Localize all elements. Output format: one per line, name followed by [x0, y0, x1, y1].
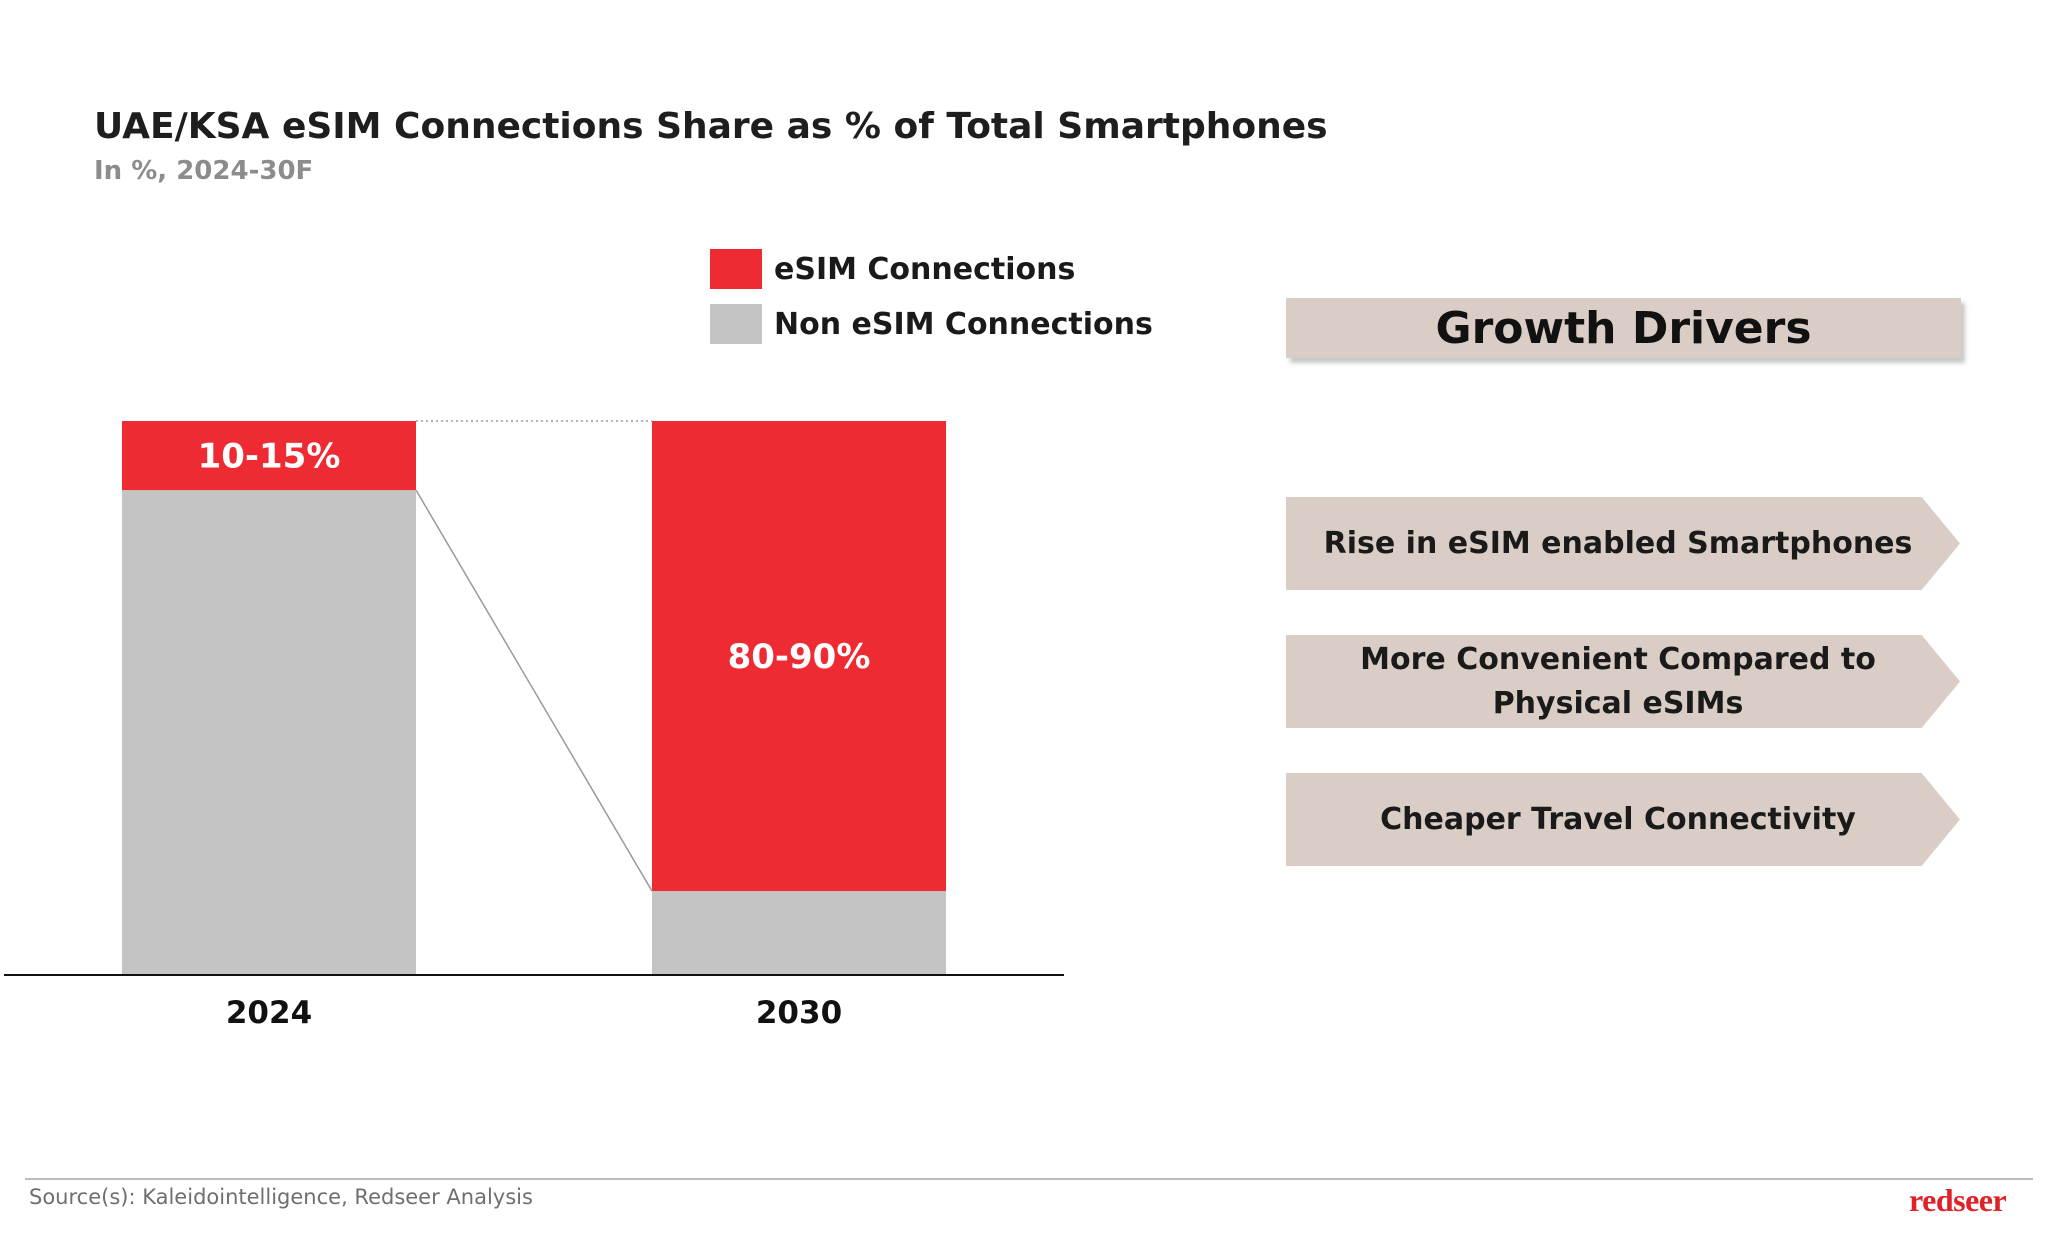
data-label-esim-2030: 80-90%: [728, 637, 871, 677]
legend-swatch-esim: [710, 249, 762, 289]
chart-title: UAE/KSA eSIM Connections Share as % of T…: [94, 106, 1328, 147]
source-note: Source(s): Kaleidointelligence, Redseer …: [29, 1185, 533, 1209]
x-tick-label-2030: 2030: [756, 995, 842, 1031]
driver-arrow-shape: [1286, 635, 1960, 728]
driver-arrow-shape: [1286, 773, 1960, 866]
data-label-esim-2024: 10-15%: [198, 437, 341, 477]
legend-item-non-esim: Non eSIM Connections: [710, 304, 1153, 344]
x-tick-label-2024: 2024: [226, 995, 312, 1031]
legend-item-esim: eSIM Connections: [710, 249, 1153, 289]
chart-subtitle: In %, 2024-30F: [94, 156, 314, 186]
stacked-bar-chart: 10-15% 2024 80-90% 2030: [4, 420, 1064, 1031]
bar-esim-2030: [652, 421, 946, 892]
legend-label-esim: eSIM Connections: [774, 251, 1076, 287]
growth-driver-text: More Convenient Compared to Physical eSI…: [1360, 641, 1876, 721]
legend-label-non-esim: Non eSIM Connections: [774, 306, 1153, 342]
growth-driver-item: More Convenient Compared to Physical eSI…: [1286, 635, 1960, 728]
bar-non-esim-2024: [122, 490, 416, 974]
legend-swatch-non-esim: [710, 304, 762, 344]
bar-non-esim-2030: [652, 891, 946, 974]
driver-arrow-shape: [1286, 497, 1960, 590]
growth-driver-text: Rise in eSIM enabled Smartphones: [1323, 525, 1913, 561]
bar-esim-2024: [122, 421, 416, 491]
footer-divider: [25, 1178, 2033, 1180]
chart-legend: eSIM Connections Non eSIM Connections: [710, 249, 1153, 359]
connector-diagonal: [415, 489, 653, 892]
growth-drivers-header: Growth Drivers: [1286, 298, 1961, 358]
growth-driver-text: Cheaper Travel Connectivity: [1380, 801, 1856, 837]
growth-driver-item: Rise in eSIM enabled Smartphones: [1286, 497, 1960, 590]
growth-driver-item: Cheaper Travel Connectivity: [1286, 773, 1960, 866]
redseer-logo: redseer: [1909, 1182, 2007, 1218]
